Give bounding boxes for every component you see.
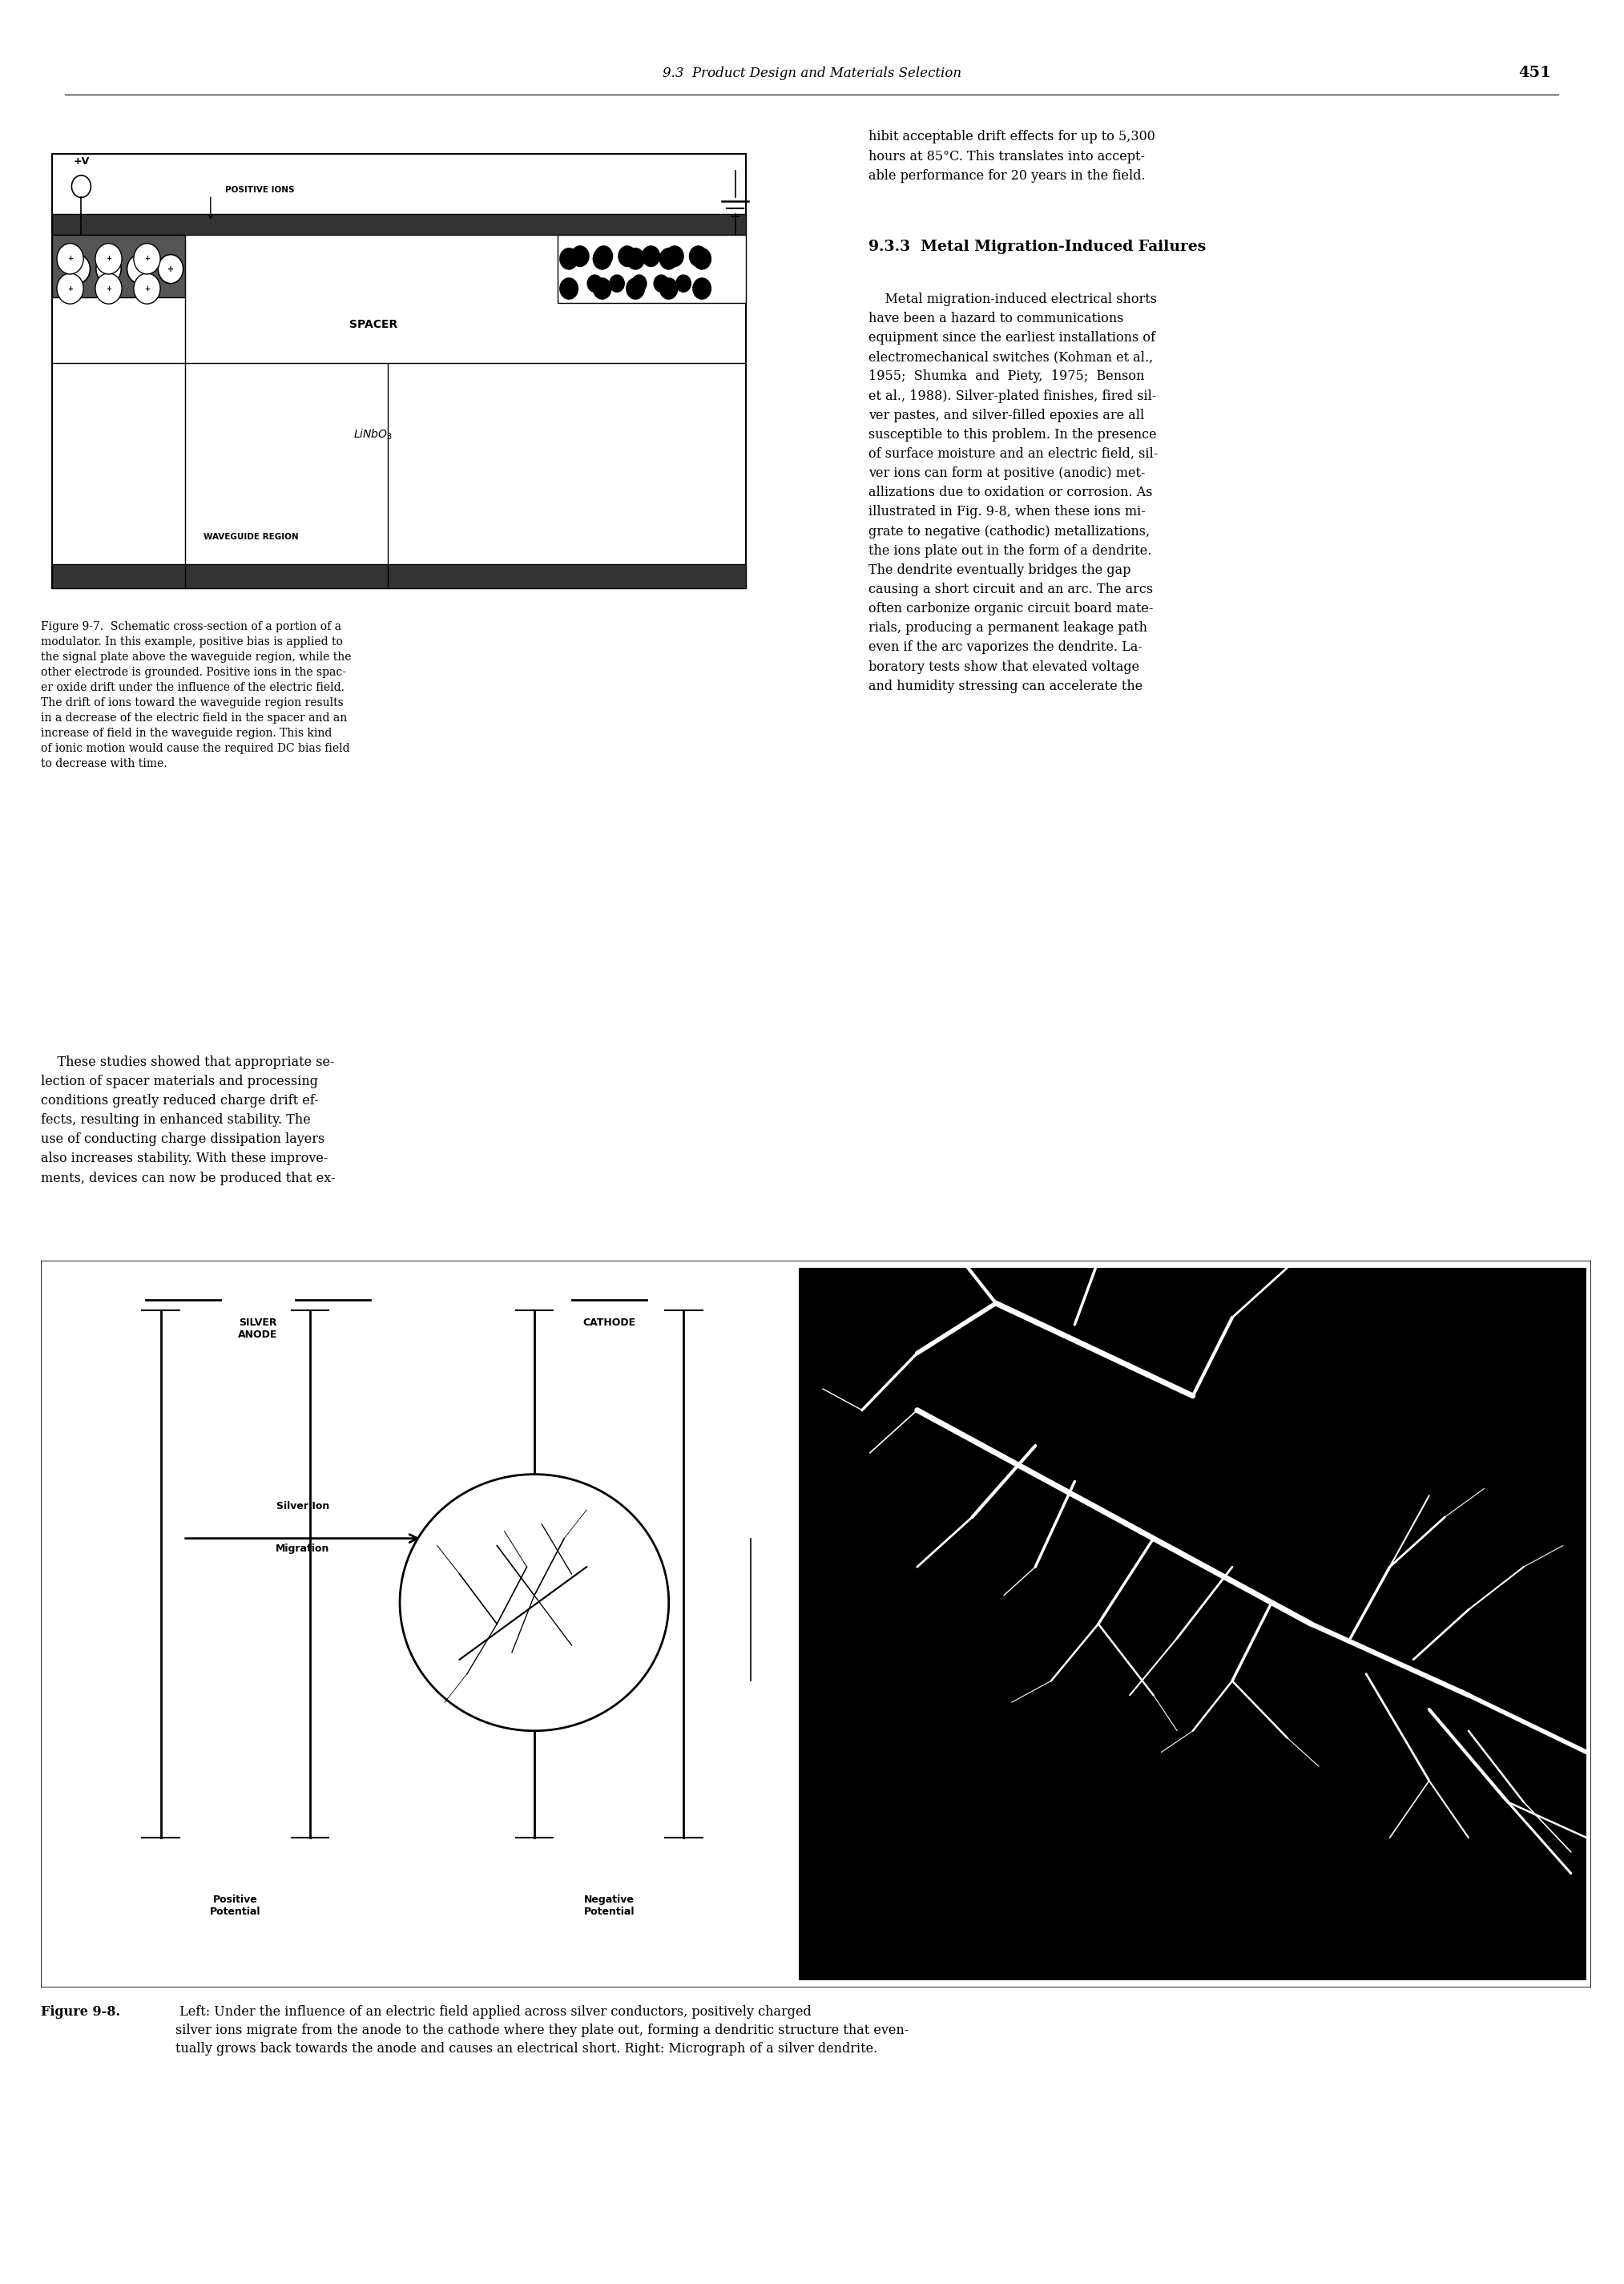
Circle shape — [572, 247, 590, 267]
Text: 9.3.3  Metal Migration-Induced Failures: 9.3.3 Metal Migration-Induced Failures — [869, 240, 1207, 254]
Text: CATHODE: CATHODE — [583, 1318, 635, 1327]
Text: +: + — [67, 256, 73, 263]
Circle shape — [676, 274, 690, 292]
Circle shape — [692, 279, 711, 299]
Circle shape — [559, 247, 578, 270]
Text: +: + — [167, 265, 174, 274]
Text: LiNbO$_3$: LiNbO$_3$ — [354, 427, 393, 443]
Circle shape — [609, 274, 624, 292]
Circle shape — [632, 274, 646, 292]
Circle shape — [57, 244, 83, 274]
Circle shape — [158, 254, 184, 283]
Text: +: + — [145, 256, 149, 263]
Text: SPACER: SPACER — [349, 320, 398, 329]
Circle shape — [625, 279, 645, 299]
Text: Migration: Migration — [276, 1544, 330, 1555]
Text: +: + — [106, 286, 112, 292]
Circle shape — [71, 176, 91, 196]
Text: +: + — [145, 286, 149, 292]
Circle shape — [689, 247, 706, 267]
Text: These studies showed that appropriate se-
lection of spacer materials and proces: These studies showed that appropriate se… — [41, 1055, 335, 1185]
Circle shape — [65, 254, 89, 283]
Text: Negative
Potential: Negative Potential — [583, 1896, 635, 1916]
Circle shape — [594, 247, 612, 267]
Text: Positive
Potential: Positive Potential — [209, 1896, 261, 1916]
Text: +: + — [75, 265, 81, 274]
Text: +V: +V — [73, 155, 89, 167]
Circle shape — [659, 279, 679, 299]
Text: +: + — [106, 256, 112, 263]
Text: Left: Under the influence of an electric field applied across silver conductors,: Left: Under the influence of an electric… — [175, 2005, 909, 2056]
Circle shape — [96, 244, 122, 274]
Text: +: + — [106, 265, 112, 274]
Circle shape — [96, 274, 122, 304]
Circle shape — [654, 274, 669, 292]
Circle shape — [593, 279, 612, 299]
Circle shape — [57, 274, 83, 304]
Circle shape — [96, 254, 122, 283]
Bar — [52, 235, 185, 297]
Circle shape — [659, 247, 679, 270]
Circle shape — [666, 247, 684, 267]
Text: WAVEGUIDE REGION: WAVEGUIDE REGION — [203, 532, 299, 541]
Text: 9.3  Product Design and Materials Selection: 9.3 Product Design and Materials Selecti… — [663, 66, 961, 80]
Circle shape — [559, 279, 578, 299]
Text: Figure 9-7.  Schematic cross-section of a portion of a
modulator. In this exampl: Figure 9-7. Schematic cross-section of a… — [41, 621, 351, 770]
Circle shape — [400, 1473, 669, 1731]
Text: Silver Ion: Silver Ion — [276, 1501, 330, 1512]
Circle shape — [641, 247, 659, 267]
Circle shape — [593, 247, 612, 270]
Text: Figure 9-8.: Figure 9-8. — [41, 2005, 120, 2019]
Bar — [52, 215, 747, 235]
Text: POSITIVE IONS: POSITIVE IONS — [226, 185, 294, 194]
Bar — [52, 564, 747, 589]
Bar — [559, 235, 747, 304]
Text: hibit acceptable drift effects for up to 5,300
hours at 85°C. This translates in: hibit acceptable drift effects for up to… — [869, 130, 1156, 183]
Circle shape — [133, 274, 161, 304]
Circle shape — [127, 254, 153, 283]
Text: SILVER
ANODE: SILVER ANODE — [239, 1318, 278, 1341]
Circle shape — [625, 247, 645, 270]
Circle shape — [692, 247, 711, 270]
Text: Metal migration-induced electrical shorts
have been a hazard to communications
e: Metal migration-induced electrical short… — [869, 292, 1158, 692]
Circle shape — [133, 244, 161, 274]
Text: +: + — [67, 286, 73, 292]
Circle shape — [619, 247, 637, 267]
Circle shape — [588, 274, 603, 292]
Text: 451: 451 — [1518, 66, 1551, 80]
Text: +: + — [136, 265, 143, 274]
